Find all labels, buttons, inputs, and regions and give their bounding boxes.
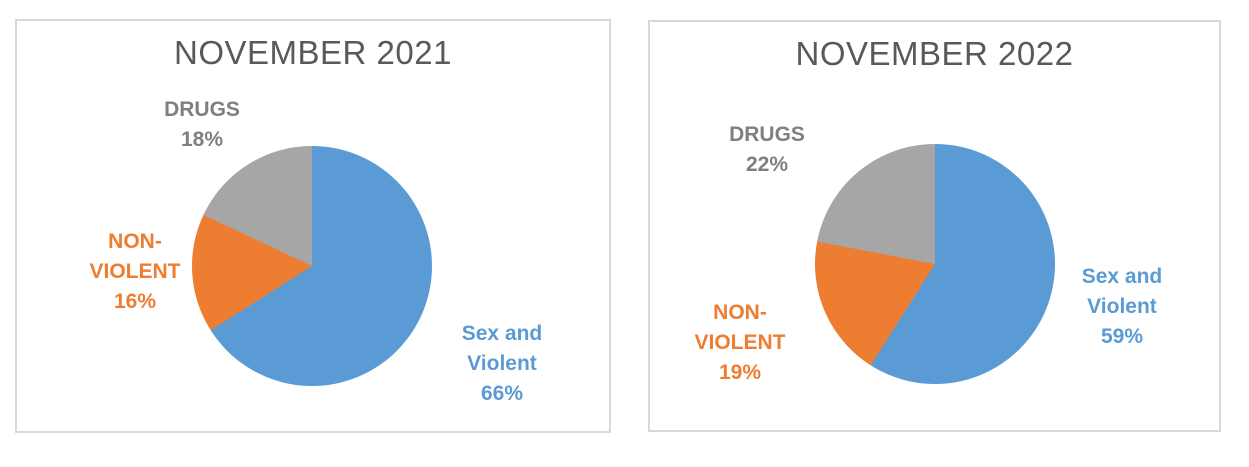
pie-chart-2022: [815, 144, 1055, 384]
chart-title-2021: NOVEMBER 2021: [174, 34, 452, 71]
slice-label-sex-and-violent-2022: Sex and Violent 59%: [1081, 265, 1163, 348]
chart-panel-november-2021: NOVEMBER 2021 DRUGS 18% NON- VIOLENT 16%…: [15, 19, 611, 433]
pie-chart-2021: [192, 146, 432, 386]
slice-label-non-violent-2022: NON- VIOLENT 19%: [694, 301, 786, 384]
slice-label-drugs-2022: DRUGS 22%: [729, 123, 805, 176]
chart-panel-november-2022: NOVEMBER 2022 DRUGS 22% NON- VIOLENT 19%…: [648, 20, 1221, 432]
slice-label-non-violent-2021: NON- VIOLENT 16%: [89, 230, 181, 313]
slice-label-drugs-2021: DRUGS 18%: [164, 98, 240, 151]
chart-title-2022: NOVEMBER 2022: [795, 35, 1074, 72]
slice-label-sex-and-violent-2021: Sex and Violent 66%: [461, 322, 543, 405]
